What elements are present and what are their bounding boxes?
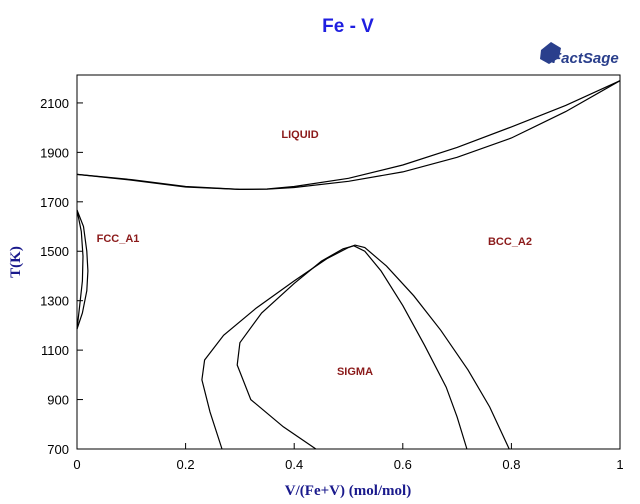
x-tick-label: 0.6 xyxy=(394,457,412,472)
y-tick-label: 1500 xyxy=(40,244,69,259)
y-tick-label: 1100 xyxy=(41,343,69,358)
x-tick-label: 1 xyxy=(616,457,623,472)
phase-boundary xyxy=(76,209,84,330)
logo-icon xyxy=(540,42,561,64)
logo: FactSage xyxy=(540,42,619,67)
phase-boundary xyxy=(236,245,468,450)
x-tick-label: 0.4 xyxy=(285,457,303,472)
y-tick-label: 2100 xyxy=(40,96,69,111)
phase-boundary xyxy=(76,209,89,330)
logo-text: FactSage xyxy=(552,50,619,67)
region-label: BCC_A2 xyxy=(488,236,532,248)
y-axis-label: T(K) xyxy=(8,246,24,278)
x-tick-label: 0.8 xyxy=(502,457,520,472)
x-tick-label: 0 xyxy=(73,457,80,472)
region-label: FCC_A1 xyxy=(97,233,140,245)
x-axis-label: V/(Fe+V) (mol/mol) xyxy=(285,483,411,499)
chart-title: Fe - V xyxy=(322,16,374,37)
y-tick-label: 1300 xyxy=(40,294,69,309)
x-tick-label: 0.2 xyxy=(177,457,195,472)
y-tick-label: 1700 xyxy=(40,195,69,210)
phase-boundary xyxy=(76,80,621,191)
phase-boundary xyxy=(201,244,510,450)
y-tick-label: 700 xyxy=(47,442,69,457)
region-label: SIGMA xyxy=(337,366,373,378)
y-tick-label: 1900 xyxy=(40,145,69,160)
region-label: LIQUID xyxy=(281,129,318,141)
y-tick-label: 900 xyxy=(47,393,69,408)
phase-boundary xyxy=(76,80,621,191)
plot-frame xyxy=(76,74,621,450)
